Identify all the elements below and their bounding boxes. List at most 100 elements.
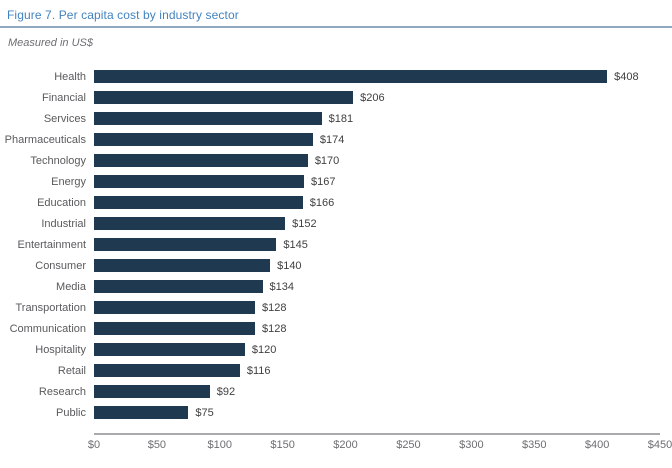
bar-chart: Health $408 Financial $206 Services $181 Pharm… <box>0 66 672 455</box>
value-label: $170 <box>314 154 340 167</box>
category-label: Financial <box>41 91 86 104</box>
title-rule <box>0 26 672 28</box>
category-label: Pharmaceuticals <box>4 133 86 146</box>
x-axis-line <box>94 433 660 435</box>
bar-track: $120 <box>94 343 660 356</box>
bar-track: $152 <box>94 217 660 230</box>
category-label: Research <box>38 385 86 398</box>
value-label: $128 <box>261 301 287 314</box>
x-axis-tick-label: $200 <box>333 439 358 451</box>
bar-row: Technology $170 <box>0 150 672 171</box>
category-label: Retail <box>57 364 86 377</box>
x-axis-tick-label: $150 <box>270 439 295 451</box>
bar-track: $206 <box>94 91 660 104</box>
category-label: Entertainment <box>17 238 86 251</box>
bar <box>94 154 308 167</box>
x-axis-tick-label: $300 <box>459 439 484 451</box>
bar-row: Services $181 <box>0 108 672 129</box>
bar-row: Education $166 <box>0 192 672 213</box>
category-label: Industrial <box>41 217 86 230</box>
bar <box>94 301 255 314</box>
value-label: $120 <box>251 343 277 356</box>
figure-subtitle: Measured in US$ <box>8 37 93 49</box>
value-label: $166 <box>309 196 335 209</box>
bar-track: $166 <box>94 196 660 209</box>
bar <box>94 70 608 83</box>
bar <box>94 238 277 251</box>
bar <box>94 385 210 398</box>
value-label: $140 <box>277 259 302 272</box>
bar-row: Consumer $140 <box>0 255 672 276</box>
bar-track: $408 <box>94 70 660 83</box>
bar <box>94 196 303 209</box>
category-label: Hospitality <box>35 343 86 356</box>
category-label: Media <box>56 280 86 293</box>
bar-track: $128 <box>94 322 660 335</box>
value-label: $206 <box>360 91 385 104</box>
value-label: $145 <box>283 238 308 251</box>
bar-row: Media $134 <box>0 276 672 297</box>
x-axis-tick-label: $250 <box>396 439 421 451</box>
x-axis-tick-label: $100 <box>207 439 233 451</box>
bar-row: Entertainment $145 <box>0 234 672 255</box>
x-axis-tick-label: $50 <box>147 439 167 451</box>
bar-row: Transportation $128 <box>0 297 672 318</box>
bar-row: Energy $167 <box>0 171 672 192</box>
value-label: $128 <box>261 322 287 335</box>
bar-row: Health $408 <box>0 66 672 87</box>
bar <box>94 364 240 377</box>
bar-track: $134 <box>94 280 660 293</box>
bar <box>94 133 313 146</box>
value-label: $408 <box>614 70 639 83</box>
value-label: $134 <box>269 280 295 293</box>
x-axis-tick-label: $350 <box>521 439 547 451</box>
bar-row: Industrial $152 <box>0 213 672 234</box>
bar <box>94 259 271 272</box>
bar-track: $116 <box>94 364 660 377</box>
bar-row: Pharmaceuticals $174 <box>0 129 672 150</box>
category-label: Transportation <box>15 301 86 314</box>
value-label: $167 <box>311 175 336 188</box>
value-label: $92 <box>216 385 236 398</box>
bar-track: $128 <box>94 301 660 314</box>
bar-track: $174 <box>94 133 660 146</box>
bar-track: $75 <box>94 406 660 419</box>
bar-row: Communication $128 <box>0 318 672 339</box>
x-axis-tick-label: $450 <box>647 439 672 451</box>
bar-track: $170 <box>94 154 660 167</box>
value-label: $75 <box>195 406 214 419</box>
value-label: $181 <box>328 112 354 125</box>
bar-row: Research $92 <box>0 381 672 402</box>
category-label: Services <box>43 112 86 125</box>
bar-row: Public $75 <box>0 402 672 423</box>
bar-track: $181 <box>94 112 660 125</box>
bar-track: $92 <box>94 385 660 398</box>
category-label: Public <box>56 406 86 419</box>
category-label: Health <box>54 70 86 83</box>
bar <box>94 343 245 356</box>
category-label: Consumer <box>35 259 86 272</box>
bar-row: Hospitality $120 <box>0 339 672 360</box>
x-axis-tick-label: $400 <box>584 439 610 451</box>
bar <box>94 322 255 335</box>
bar <box>94 91 354 104</box>
x-axis-tick-labels: $0 $50 $100 $150 $200 $250 $300 $350 $400 $450 <box>88 439 672 455</box>
bar <box>94 112 322 125</box>
bar-track: $145 <box>94 238 660 251</box>
bar-row: Retail $116 <box>0 360 672 381</box>
category-label: Education <box>37 196 86 209</box>
category-label: Technology <box>30 154 86 167</box>
bar <box>94 280 263 293</box>
category-label: Energy <box>51 175 86 188</box>
value-label: $116 <box>246 364 271 377</box>
value-label: $152 <box>292 217 317 230</box>
category-label: Communication <box>9 322 86 335</box>
bar <box>94 175 305 188</box>
bar-row: Financial $206 <box>0 87 672 108</box>
bar <box>94 406 189 419</box>
value-label: $174 <box>319 133 345 146</box>
x-axis-tick-label: $0 <box>87 439 101 451</box>
x-axis: $0 $50 $100 $150 $200 $250 $300 $350 $400 $450 <box>88 433 672 455</box>
bar <box>94 217 286 230</box>
